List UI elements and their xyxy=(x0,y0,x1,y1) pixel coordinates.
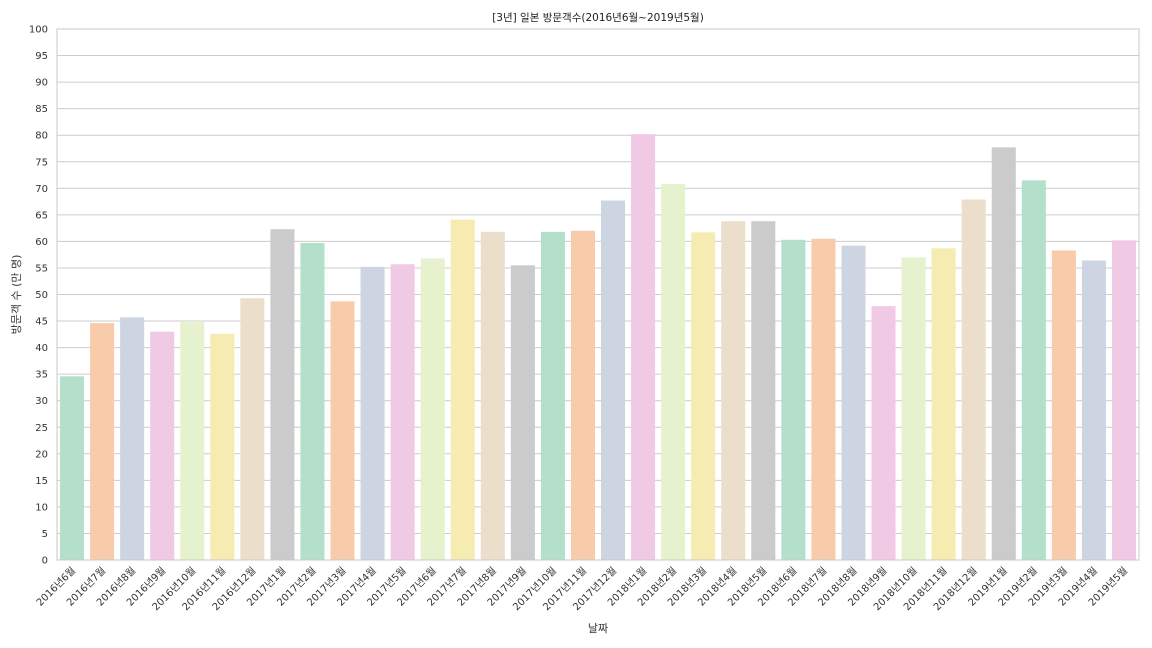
y-tick-label: 75 xyxy=(35,157,48,168)
bar xyxy=(601,200,626,560)
y-gridlines xyxy=(57,28,1139,561)
bar xyxy=(1021,180,1046,560)
bar xyxy=(390,264,415,560)
y-tick-label: 25 xyxy=(35,423,48,434)
bar xyxy=(1051,250,1076,560)
bar-series xyxy=(60,134,1136,561)
bar xyxy=(330,301,355,560)
bar xyxy=(570,230,595,560)
y-axis-ticks: 0 5 10 15 20 25 30 35 40 45 50 55 60 65 70 75 80 85 90 95 10… xyxy=(29,25,48,567)
y-tick-label: 20 xyxy=(35,449,48,460)
y-tick-label: 15 xyxy=(35,476,48,487)
y-tick-label: 5 xyxy=(42,529,48,540)
bar xyxy=(210,333,235,560)
y-tick-label: 95 xyxy=(35,51,48,62)
y-tick-label: 80 xyxy=(35,131,48,142)
y-tick-label: 50 xyxy=(35,290,48,301)
y-axis-label: 방문객 수 (만 명) xyxy=(10,255,23,335)
y-tick-label: 40 xyxy=(35,343,48,354)
bar xyxy=(901,257,926,560)
bar xyxy=(120,317,145,560)
bar xyxy=(811,238,836,560)
x-axis-label: 날짜 xyxy=(588,622,608,635)
bar xyxy=(510,265,535,560)
bar xyxy=(781,239,806,560)
y-tick-label: 65 xyxy=(35,210,48,221)
chart-title: [3년] 일본 방문객수(2016년6월~2019년5월) xyxy=(492,11,704,24)
x-axis-ticks: 2016년6월2016년7월2016년8월2016년9월2016년10월2016… xyxy=(34,565,1130,613)
bar xyxy=(300,242,325,561)
bar xyxy=(631,134,656,560)
bar xyxy=(360,266,385,560)
bar xyxy=(751,221,776,561)
bar xyxy=(420,258,445,560)
plot-area-frame xyxy=(56,28,1140,561)
bar xyxy=(1111,240,1136,560)
bar xyxy=(691,232,716,561)
bar xyxy=(480,231,505,561)
bar xyxy=(180,322,205,560)
y-tick-label: 100 xyxy=(29,25,48,36)
y-tick-label: 30 xyxy=(35,396,48,407)
y-tick-label: 45 xyxy=(35,317,48,328)
y-tick-label: 60 xyxy=(35,237,48,248)
bar xyxy=(150,331,175,560)
y-tick-label: 70 xyxy=(35,184,48,195)
y-tick-label: 90 xyxy=(35,78,48,89)
bar xyxy=(450,219,475,560)
bar xyxy=(961,199,986,561)
bar xyxy=(991,147,1016,560)
y-tick-label: 10 xyxy=(35,502,48,513)
y-tick-label: 35 xyxy=(35,370,48,381)
bar xyxy=(90,323,115,560)
y-tick-label: 0 xyxy=(42,556,48,567)
bar xyxy=(661,184,686,560)
bar xyxy=(841,245,866,560)
bar xyxy=(721,221,746,561)
bar xyxy=(60,376,85,560)
bar xyxy=(270,229,295,560)
bar xyxy=(1081,260,1106,560)
bar xyxy=(540,231,565,561)
bar xyxy=(871,306,896,560)
bar xyxy=(931,248,956,561)
bar xyxy=(240,298,265,560)
y-tick-label: 85 xyxy=(35,104,48,115)
y-tick-label: 55 xyxy=(35,263,48,274)
